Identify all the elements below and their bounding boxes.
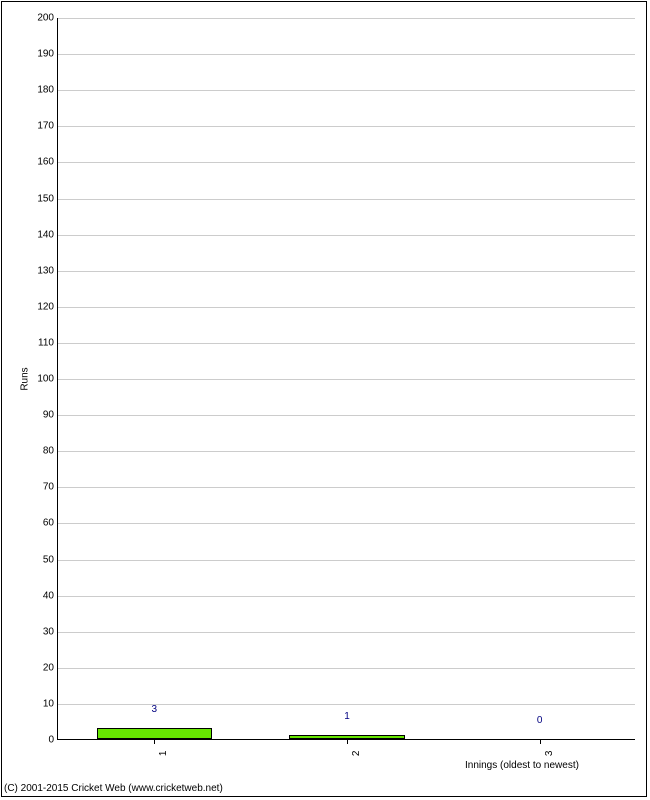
y-tick-label: 170	[37, 121, 58, 132]
bar	[289, 735, 405, 739]
gridline	[58, 451, 635, 452]
y-tick-label: 10	[43, 698, 58, 709]
y-tick-label: 100	[37, 374, 58, 385]
y-tick-label: 70	[43, 482, 58, 493]
y-tick-label: 200	[37, 13, 58, 24]
y-tick-label: 40	[43, 590, 58, 601]
gridline	[58, 18, 635, 19]
y-tick-label: 20	[43, 662, 58, 673]
y-tick-label: 90	[43, 410, 58, 421]
y-tick-label: 190	[37, 49, 58, 60]
y-tick-label: 60	[43, 518, 58, 529]
x-tick-label: 3	[544, 751, 555, 757]
chart-frame: 0102030405060708090100110120130140150160…	[1, 1, 647, 797]
gridline	[58, 235, 635, 236]
gridline	[58, 162, 635, 163]
gridline	[58, 632, 635, 633]
x-tick-mark	[540, 739, 541, 744]
gridline	[58, 54, 635, 55]
gridline	[58, 199, 635, 200]
y-tick-label: 150	[37, 193, 58, 204]
gridline	[58, 271, 635, 272]
bar-value-label: 3	[152, 704, 158, 715]
y-axis-title: Runs	[20, 367, 31, 390]
y-tick-label: 130	[37, 265, 58, 276]
x-axis-title: Innings (oldest to newest)	[465, 760, 579, 771]
gridline	[58, 487, 635, 488]
x-tick-mark	[347, 739, 348, 744]
y-tick-label: 110	[38, 337, 58, 348]
y-tick-label: 80	[43, 446, 58, 457]
bar-value-label: 1	[344, 711, 350, 722]
gridline	[58, 560, 635, 561]
y-tick-label: 0	[48, 735, 58, 746]
gridline	[58, 596, 635, 597]
y-tick-label: 50	[43, 554, 58, 565]
gridline	[58, 704, 635, 705]
y-tick-label: 140	[37, 229, 58, 240]
gridline	[58, 126, 635, 127]
x-tick-label: 2	[351, 751, 362, 757]
gridline	[58, 523, 635, 524]
y-tick-label: 180	[37, 85, 58, 96]
x-tick-mark	[154, 739, 155, 744]
gridline	[58, 415, 635, 416]
y-tick-label: 30	[43, 626, 58, 637]
bar-value-label: 0	[537, 715, 543, 726]
gridline	[58, 307, 635, 308]
plot-area: 0102030405060708090100110120130140150160…	[57, 18, 635, 740]
y-tick-label: 160	[37, 157, 58, 168]
copyright-text: (C) 2001-2015 Cricket Web (www.cricketwe…	[4, 783, 223, 794]
y-tick-label: 120	[37, 301, 58, 312]
gridline	[58, 90, 635, 91]
gridline	[58, 343, 635, 344]
bar	[97, 728, 213, 739]
x-tick-label: 1	[158, 751, 169, 757]
gridline	[58, 379, 635, 380]
gridline	[58, 668, 635, 669]
